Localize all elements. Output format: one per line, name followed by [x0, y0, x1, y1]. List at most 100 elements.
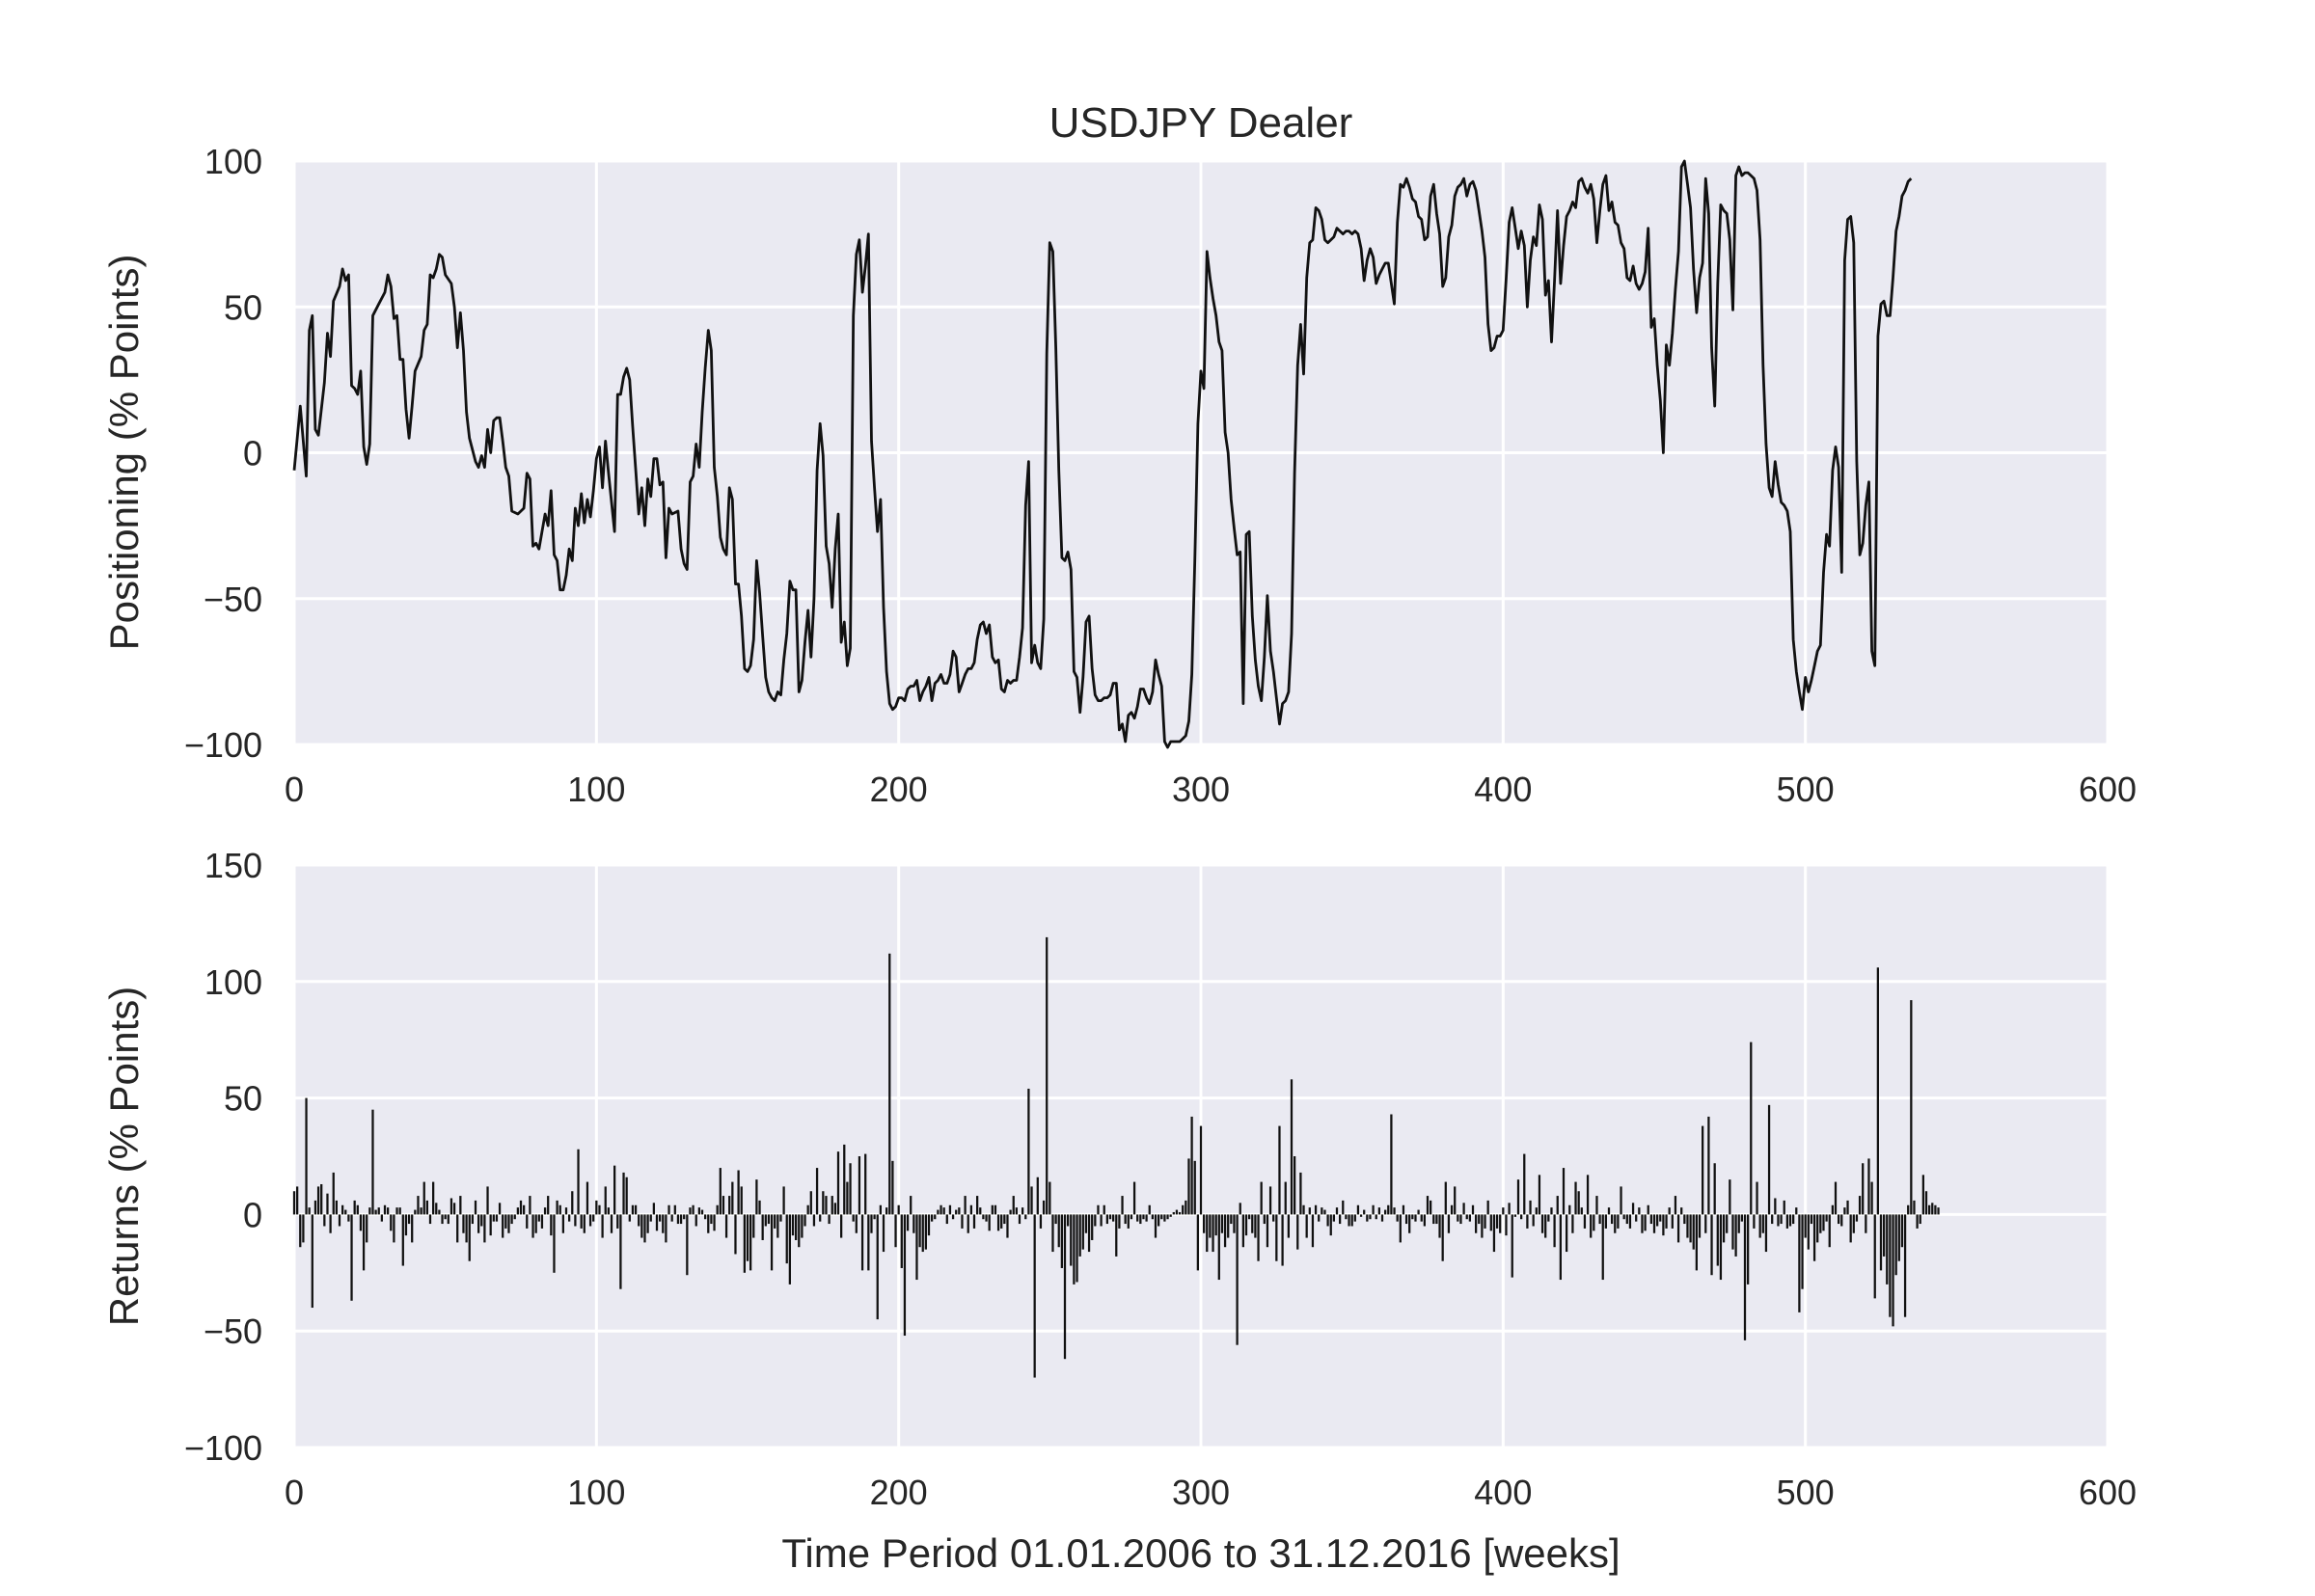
return-bar — [1199, 1125, 1203, 1215]
return-bar — [1876, 967, 1879, 1215]
return-bar — [961, 1214, 964, 1229]
returns-x-tick-label: 600 — [2079, 1473, 2137, 1512]
return-bar — [951, 1214, 955, 1220]
return-bar — [1625, 1214, 1628, 1225]
return-bar — [1656, 1214, 1659, 1227]
return-bar — [964, 1196, 967, 1215]
return-bar — [828, 1214, 831, 1225]
return-bar — [1254, 1214, 1257, 1238]
return-bar — [673, 1204, 676, 1215]
return-bar — [1544, 1214, 1547, 1238]
return-bar — [462, 1214, 465, 1233]
return-bar — [686, 1214, 689, 1276]
return-bar — [652, 1203, 655, 1215]
return-bar — [1886, 1214, 1889, 1285]
positioning-series-line — [292, 159, 1913, 749]
return-bar — [1305, 1214, 1308, 1238]
return-bar — [774, 1214, 776, 1229]
return-bar — [710, 1214, 713, 1225]
return-bar — [713, 1214, 716, 1231]
return-bar — [1481, 1214, 1484, 1238]
return-bar — [815, 1168, 819, 1215]
positioning-y-tick-label: −50 — [204, 580, 262, 619]
return-bar — [556, 1200, 558, 1215]
return-bar — [707, 1214, 710, 1233]
return-bar — [888, 953, 891, 1215]
return-bar — [758, 1200, 761, 1215]
return-bar — [776, 1214, 779, 1238]
return-bar — [366, 1214, 368, 1243]
return-bar — [679, 1214, 683, 1225]
return-bar — [1719, 1214, 1723, 1281]
return-bar — [1737, 1214, 1740, 1233]
return-bar — [876, 1214, 879, 1320]
return-bar — [1172, 1211, 1175, 1215]
return-bar — [1462, 1203, 1465, 1215]
return-bar — [1879, 1214, 1883, 1271]
return-bar — [1251, 1214, 1254, 1233]
return-bar — [1665, 1214, 1668, 1229]
returns-y-axis-label: Returns (% Points) — [101, 987, 147, 1326]
returns-x-ticks: 0 100 200 300 400 500 600 — [285, 1473, 2137, 1512]
return-bar — [1900, 1214, 1904, 1248]
return-bar — [927, 1214, 931, 1236]
return-bar — [1094, 1214, 1097, 1227]
return-bar — [1804, 1214, 1807, 1238]
return-bar — [1671, 1214, 1674, 1229]
return-bar — [444, 1214, 447, 1220]
return-bar — [1740, 1214, 1743, 1222]
return-bar — [1598, 1214, 1601, 1225]
return-bar — [1780, 1214, 1783, 1225]
return-bar — [1248, 1214, 1251, 1220]
return-bar — [1287, 1214, 1290, 1238]
return-bar — [1520, 1214, 1523, 1220]
return-bar — [1870, 1181, 1873, 1215]
return-bar — [1586, 1175, 1590, 1215]
return-bar — [1495, 1214, 1499, 1229]
return-bar — [1849, 1214, 1852, 1243]
return-bar — [1583, 1214, 1587, 1229]
return-bar — [1580, 1207, 1583, 1215]
return-bar — [1468, 1214, 1471, 1222]
return-bar — [1244, 1214, 1248, 1236]
return-bar — [694, 1214, 697, 1227]
return-bar — [1617, 1214, 1620, 1229]
return-bar — [1731, 1214, 1734, 1250]
return-bar — [879, 1204, 882, 1215]
return-bar — [1087, 1214, 1091, 1253]
return-bar — [1535, 1207, 1538, 1215]
return-bar — [1838, 1214, 1840, 1225]
return-bar — [1846, 1200, 1849, 1215]
return-bar — [537, 1214, 540, 1222]
return-bar — [1042, 1200, 1046, 1215]
return-bar — [407, 1214, 411, 1225]
return-bar — [782, 1186, 785, 1215]
return-bar — [1889, 1214, 1892, 1317]
return-bar — [638, 1214, 640, 1227]
return-bar — [347, 1214, 350, 1222]
return-bar — [1722, 1214, 1726, 1243]
positioning-y-tick-label: 50 — [224, 287, 262, 327]
return-bar — [1562, 1168, 1566, 1215]
return-bar — [1318, 1214, 1321, 1222]
return-bar — [1641, 1214, 1644, 1233]
return-bar — [568, 1214, 571, 1222]
return-bar — [1390, 1114, 1393, 1215]
return-bar — [1272, 1214, 1275, 1222]
return-bar — [1281, 1214, 1284, 1266]
return-bar — [846, 1181, 849, 1215]
return-bar — [1033, 1214, 1036, 1378]
return-bar — [1350, 1214, 1353, 1227]
return-bar — [561, 1214, 564, 1233]
return-bar — [755, 1179, 758, 1215]
return-bar — [323, 1214, 326, 1227]
return-bar — [704, 1214, 707, 1220]
return-bar — [1212, 1214, 1214, 1253]
return-bar — [1060, 1214, 1063, 1268]
return-bar — [320, 1183, 323, 1215]
return-bar — [1873, 1214, 1876, 1299]
returns-y-tick-label: 50 — [224, 1079, 262, 1119]
return-bar — [595, 1200, 598, 1215]
returns-x-tick-label: 200 — [870, 1473, 928, 1512]
return-bar — [870, 1214, 873, 1233]
